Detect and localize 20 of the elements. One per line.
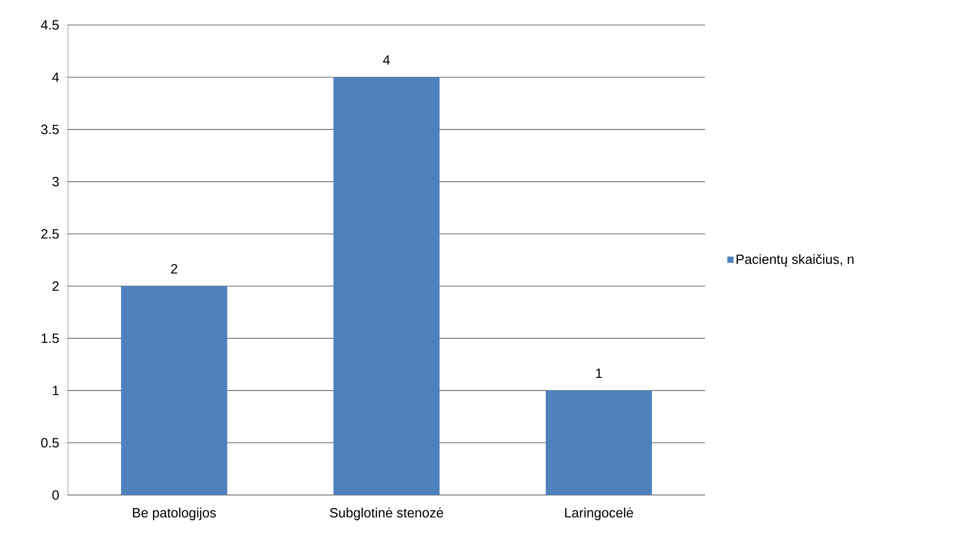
y-tick-label: 3: [52, 176, 59, 186]
data-label: 1: [596, 368, 602, 378]
data-label: 2: [171, 264, 178, 274]
y-tick-label: 0.5: [41, 438, 59, 448]
y-tick-label: 0: [52, 490, 59, 500]
y-tick-label: 4: [52, 72, 59, 82]
y-tick-label: 1: [52, 386, 59, 396]
y-tick-label: 2.5: [41, 229, 59, 239]
y-tick-label: 2: [52, 281, 59, 291]
bar: [546, 390, 652, 495]
data-label: 4: [383, 55, 390, 65]
y-tick-label: 3.5: [41, 124, 59, 134]
x-tick-label: Be patologijos: [133, 508, 216, 520]
bar: [333, 77, 440, 495]
legend-label: Pacientų skaičius, n: [736, 254, 854, 267]
y-tick-label: 1.5: [42, 334, 59, 344]
x-tick-label: Laringocelė: [565, 508, 633, 520]
y-tick-label: 4.5: [40, 20, 59, 30]
bar: [121, 286, 228, 495]
x-tick-label: Subglotinė stenozė: [330, 508, 444, 520]
